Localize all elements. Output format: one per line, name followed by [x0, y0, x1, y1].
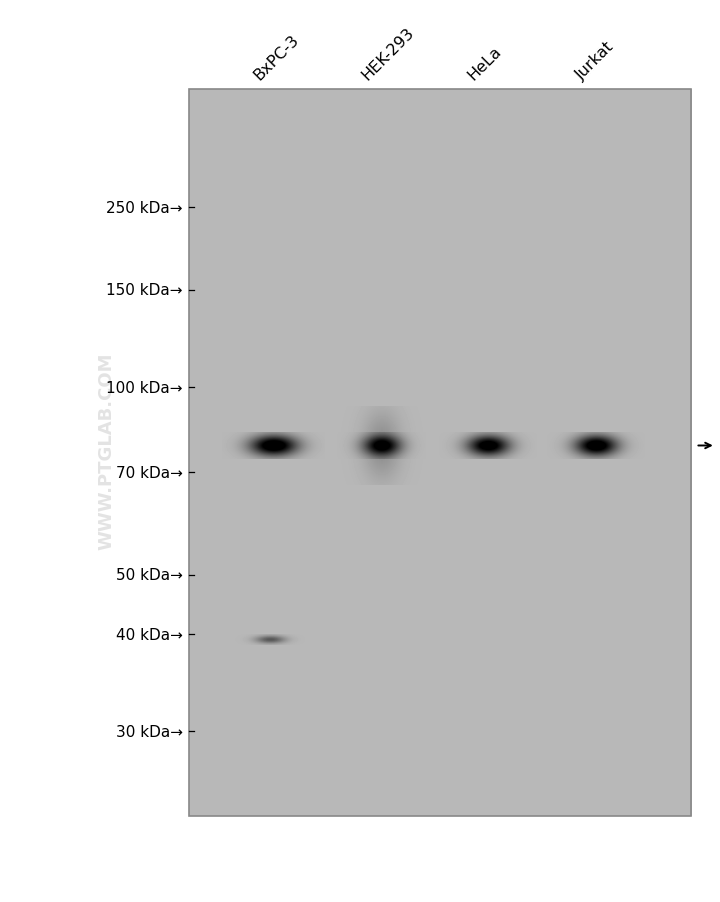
Text: WWW.PTGLAB.COM: WWW.PTGLAB.COM: [97, 353, 115, 549]
Text: HEK-293: HEK-293: [359, 25, 417, 83]
Text: 40 kDa→: 40 kDa→: [116, 627, 183, 642]
Text: BxPC-3: BxPC-3: [251, 32, 302, 83]
Text: 70 kDa→: 70 kDa→: [116, 465, 183, 481]
Text: 30 kDa→: 30 kDa→: [116, 724, 183, 739]
Bar: [189, 90, 691, 816]
Text: 250 kDa→: 250 kDa→: [107, 200, 183, 216]
Text: Jurkat: Jurkat: [573, 40, 617, 83]
Text: HeLa: HeLa: [465, 43, 505, 83]
Text: 150 kDa→: 150 kDa→: [107, 283, 183, 298]
Text: 50 kDa→: 50 kDa→: [116, 567, 183, 583]
Text: 100 kDa→: 100 kDa→: [107, 381, 183, 395]
